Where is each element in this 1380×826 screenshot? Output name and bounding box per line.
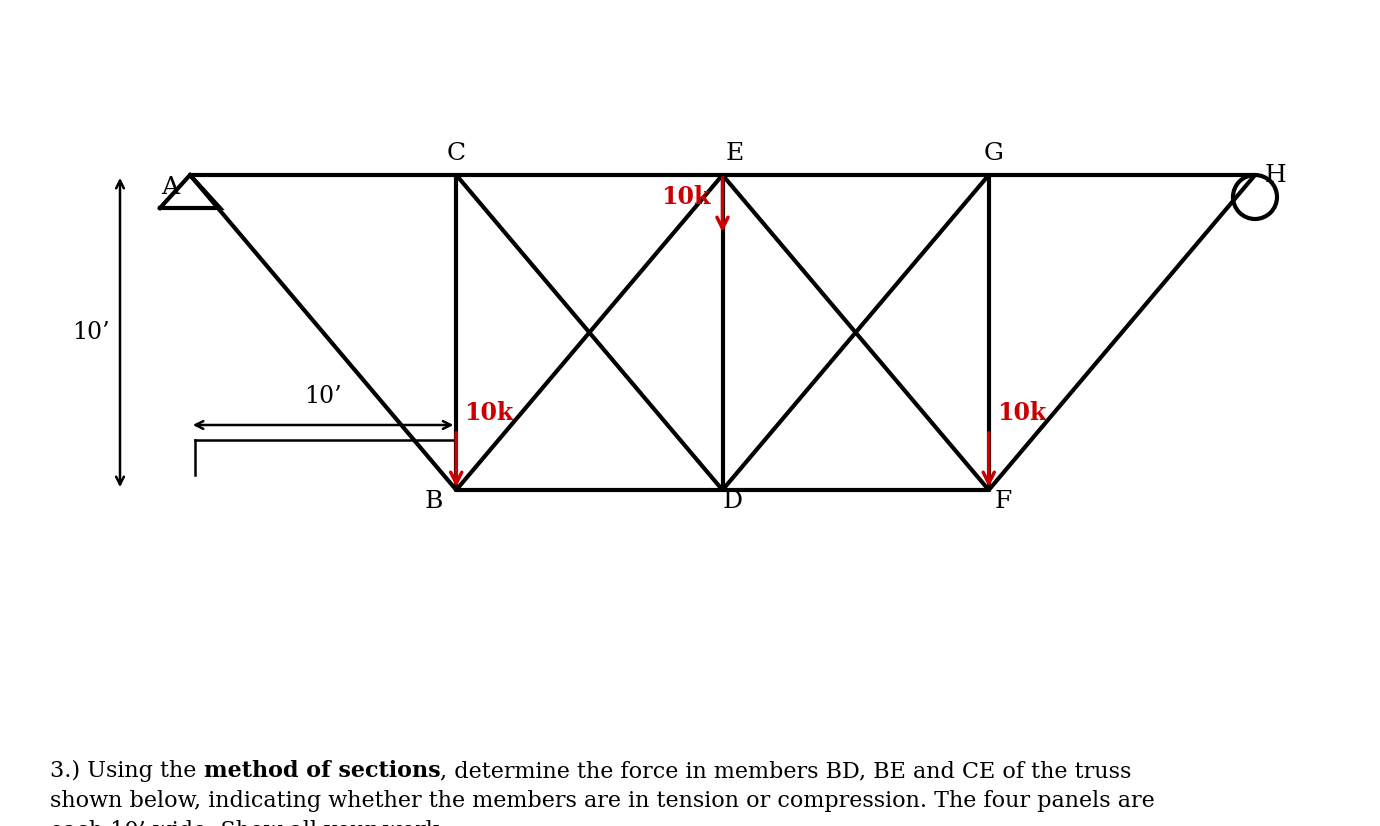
- Text: 10k: 10k: [996, 401, 1046, 425]
- Text: each 10’ wide. Show all your work.: each 10’ wide. Show all your work.: [50, 820, 446, 826]
- Text: H: H: [1264, 164, 1286, 187]
- Text: 10’: 10’: [305, 385, 342, 408]
- Text: E: E: [726, 141, 744, 164]
- Text: F: F: [994, 491, 1012, 514]
- Text: 10k: 10k: [464, 401, 513, 425]
- Text: 10’: 10’: [72, 321, 110, 344]
- Text: , determine the force in members BD, BE and CE of the truss: , determine the force in members BD, BE …: [440, 760, 1132, 782]
- Text: method of sections: method of sections: [203, 760, 440, 782]
- Text: G: G: [984, 141, 1003, 164]
- Text: 3.) Using the: 3.) Using the: [50, 760, 203, 782]
- Text: D: D: [723, 491, 742, 514]
- Text: C: C: [447, 141, 466, 164]
- Text: 10k: 10k: [661, 185, 711, 209]
- Text: shown below, indicating whether the members are in tension or compression. The f: shown below, indicating whether the memb…: [50, 790, 1155, 812]
- Text: B: B: [425, 491, 443, 514]
- Text: A: A: [161, 175, 179, 198]
